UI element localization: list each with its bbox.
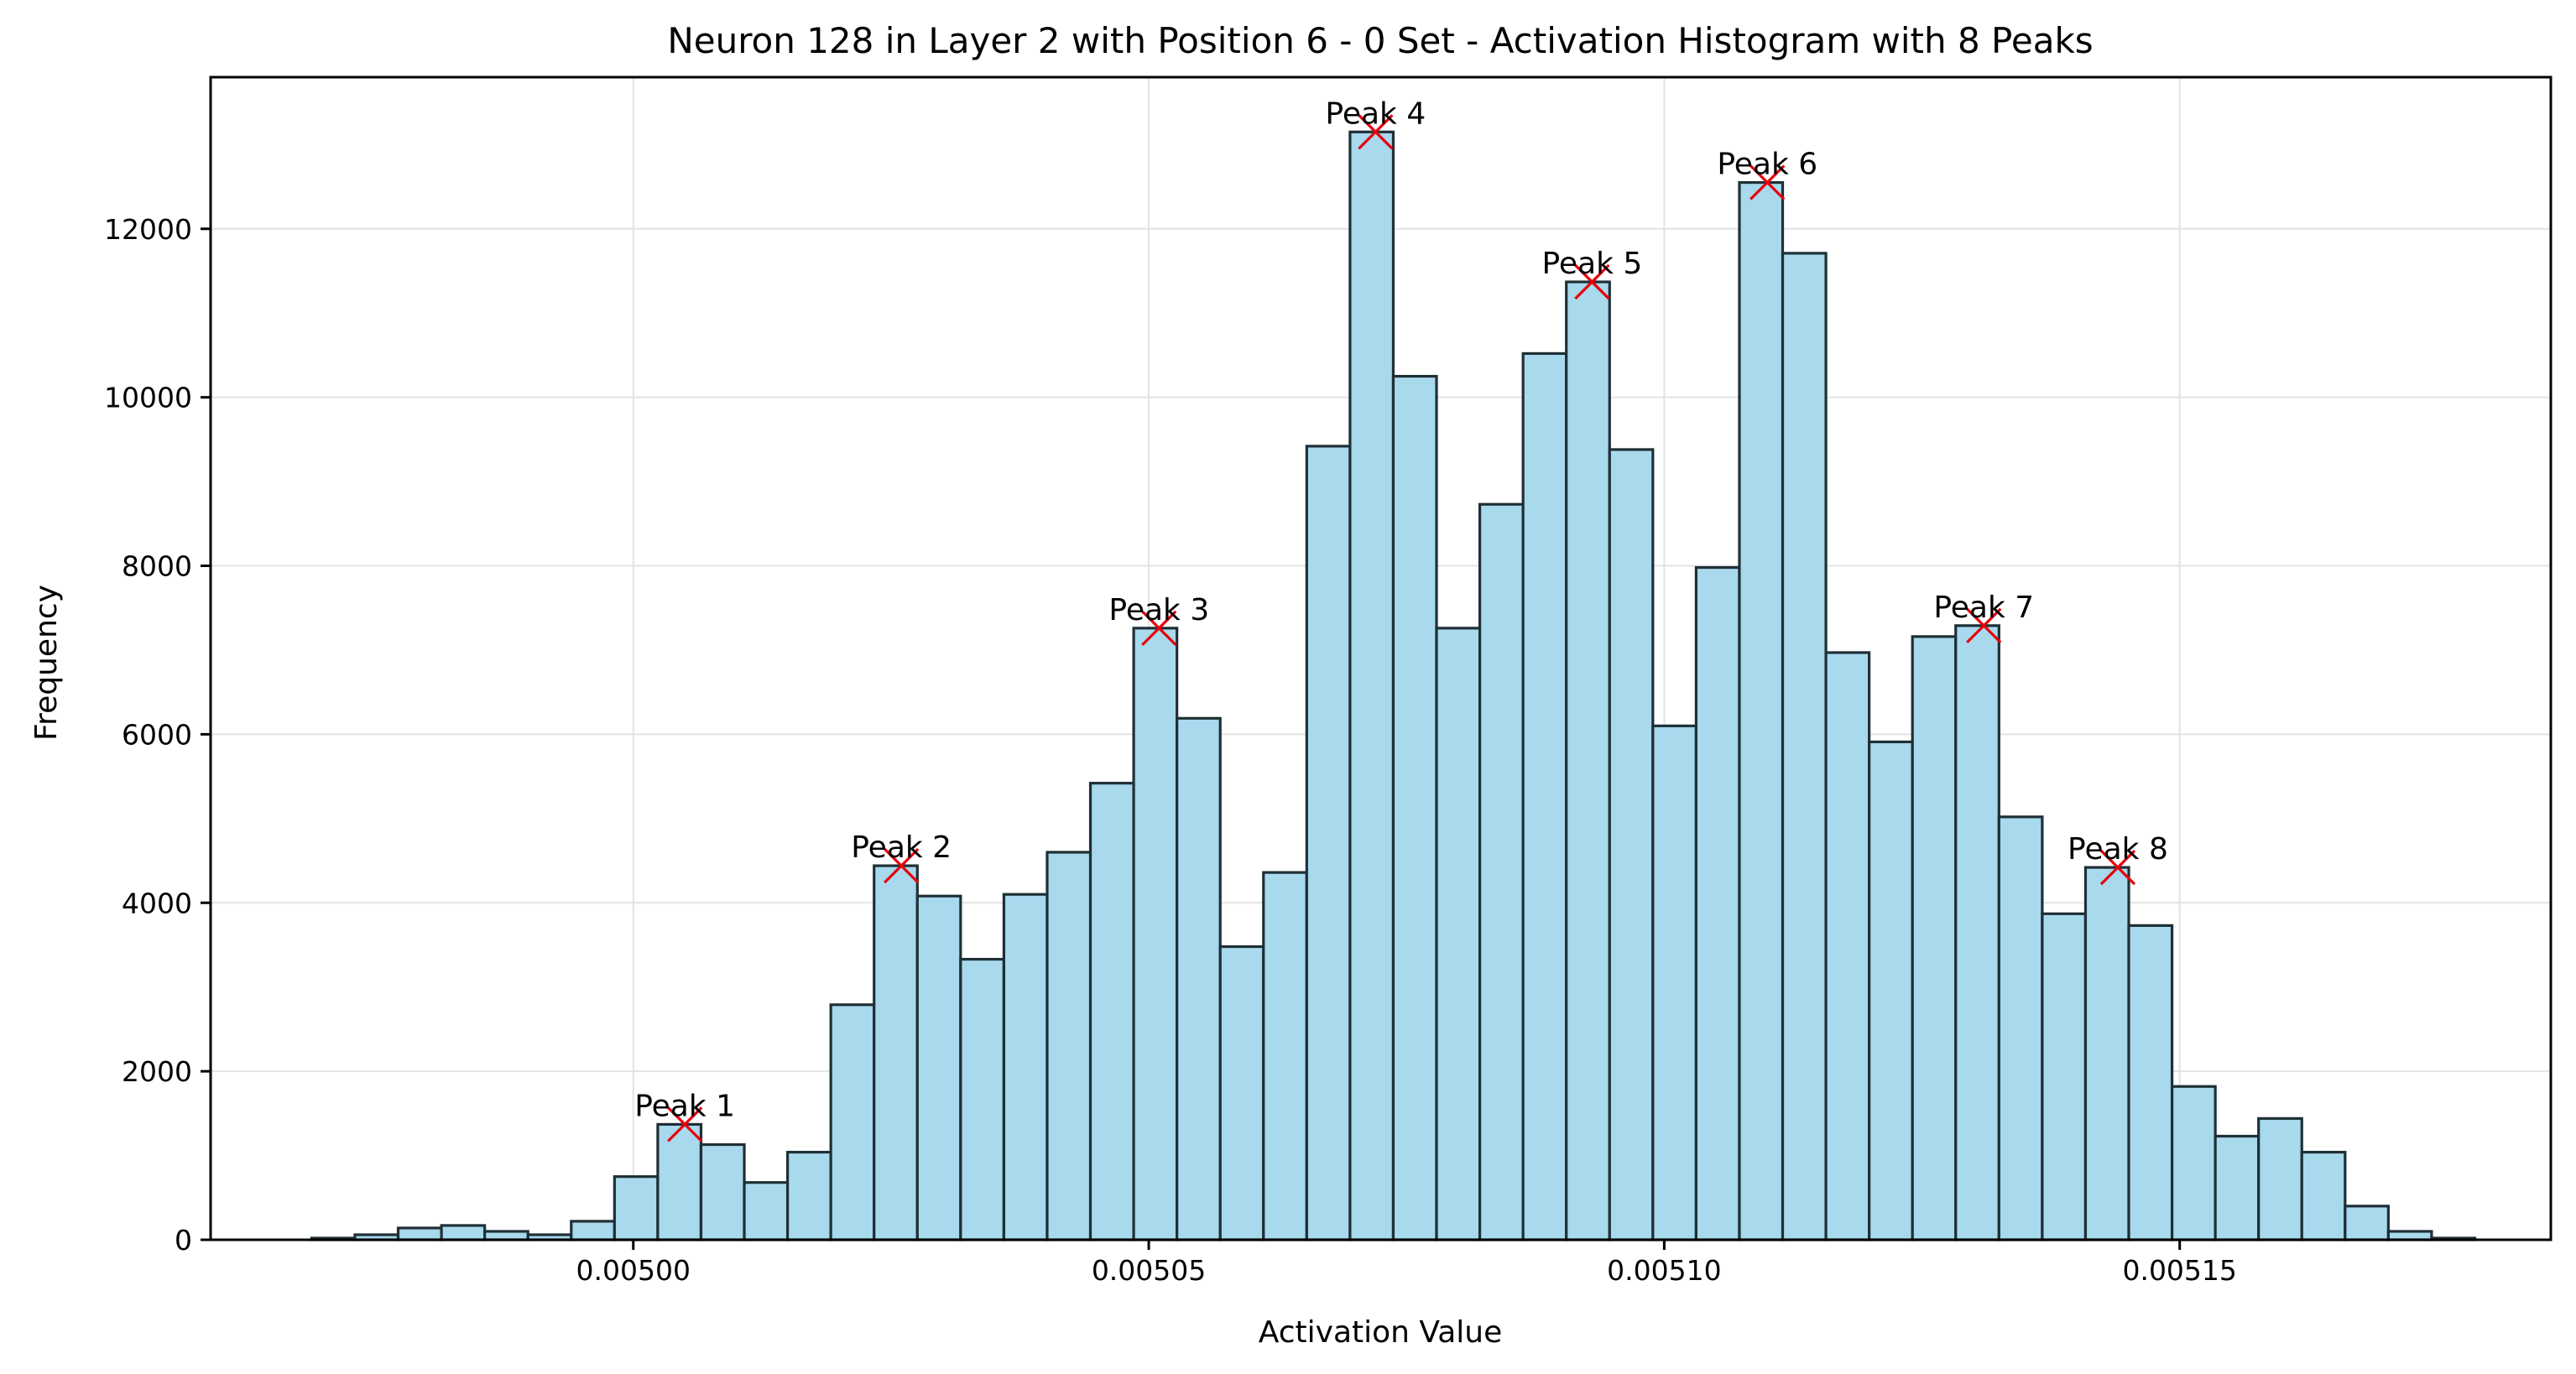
histogram-bar: [1694, 565, 1741, 1241]
chart-title: Neuron 128 in Layer 2 with Position 6 - …: [667, 20, 2093, 61]
histogram-bar: [743, 1181, 790, 1241]
histogram-bar: [1651, 724, 1697, 1241]
histogram-bar: [2083, 866, 2130, 1241]
histogram-bar: [1997, 815, 2044, 1241]
histogram-bar: [915, 894, 962, 1241]
histogram-bar: [1348, 130, 1395, 1241]
peak-label: Peak 2: [851, 830, 952, 865]
peak-marker: [1574, 263, 1610, 300]
x-tick-label: 0.00510: [1607, 1254, 1721, 1287]
histogram-bar: [2127, 924, 2174, 1241]
y-tick-label: 8000: [122, 550, 192, 583]
histogram-bar: [1176, 716, 1222, 1241]
histogram-bar: [483, 1230, 529, 1241]
histogram-bar: [570, 1220, 616, 1241]
y-tick-label: 6000: [122, 718, 192, 751]
histogram-bar: [396, 1226, 443, 1241]
histogram-bar: [785, 1150, 832, 1241]
axes: 0.00500 0.00505 0.00510 0.00515 0 2000 4000 600…: [104, 75, 2553, 1287]
x-tick-label: 0.00515: [2122, 1254, 2236, 1287]
histogram-bar: [699, 1142, 746, 1241]
peak-marker: [1749, 164, 1786, 200]
histogram-bar: [1954, 624, 2000, 1241]
histogram-bar: [1608, 448, 1655, 1241]
peak-label: Peak 6: [1717, 148, 1817, 182]
histogram-bar: [1565, 280, 1611, 1241]
peak-label: Peak 5: [1541, 247, 1642, 281]
histogram-bar: [656, 1122, 703, 1241]
peak-marker: [1966, 607, 2002, 643]
histogram-bar: [2386, 1230, 2433, 1241]
histogram-bar: [1391, 374, 1438, 1241]
histogram-bar: [1435, 627, 1482, 1241]
histogram-bar: [2300, 1150, 2347, 1241]
histogram-bar: [440, 1224, 487, 1241]
peak-label: Peak 3: [1108, 593, 1209, 627]
histogram-bar: [1088, 782, 1135, 1241]
peak-marker: [1358, 114, 1394, 150]
y-axis-label: Frequency: [29, 585, 64, 741]
peak-label: Peak 8: [2068, 832, 2168, 867]
histogram-bar: [613, 1175, 660, 1241]
peak-label: Peak 7: [1933, 591, 2034, 625]
peak-markers: Peak 1 Peak 2 Peak 3 Peak 4 Peak 5 Peak 6 Peak…: [634, 96, 2168, 1142]
y-tick-label: 12000: [104, 213, 192, 246]
histogram-bar: [2214, 1134, 2261, 1241]
x-tick-label: 0.00500: [576, 1254, 691, 1287]
histogram-bar: [1046, 851, 1092, 1241]
histogram-bar: [2344, 1205, 2390, 1241]
x-axis-label: Activation Value: [1259, 1315, 1503, 1350]
histogram-bar: [959, 957, 1005, 1241]
histogram-bar: [2170, 1085, 2217, 1241]
histogram-bar: [2257, 1116, 2303, 1241]
peak-label: Peak 1: [634, 1089, 735, 1123]
peak-marker: [1141, 610, 1177, 646]
peak-marker: [2099, 849, 2136, 886]
histogram-bar: [829, 1003, 876, 1241]
histogram-bar: [1521, 351, 1568, 1241]
histogram-bar: [1824, 651, 1871, 1241]
y-tick-label: 10000: [104, 382, 192, 414]
plot-frame: [209, 75, 2553, 1241]
histogram-bar: [1002, 893, 1049, 1241]
histogram-bar: [873, 864, 919, 1241]
histogram-bar: [1911, 635, 1958, 1241]
histogram-bar: [1478, 502, 1525, 1241]
histogram-bar: [1262, 871, 1308, 1241]
peak-label: Peak 4: [1325, 96, 1426, 131]
y-tick-label: 2000: [122, 1055, 192, 1088]
y-tick-label: 4000: [122, 887, 192, 919]
histogram-bar: [1218, 945, 1265, 1241]
peak-marker: [667, 1106, 703, 1142]
peak-marker: [884, 847, 920, 884]
y-tick-label: 0: [175, 1224, 192, 1257]
histogram-bar: [1868, 740, 1914, 1241]
histogram-bar: [1132, 627, 1179, 1241]
histogram-bar: [2041, 912, 2088, 1241]
histogram-bar: [1781, 252, 1828, 1241]
x-tick-label: 0.00505: [1092, 1254, 1206, 1287]
histogram-bar: [1738, 180, 1785, 1241]
histogram-bar: [1305, 445, 1352, 1241]
